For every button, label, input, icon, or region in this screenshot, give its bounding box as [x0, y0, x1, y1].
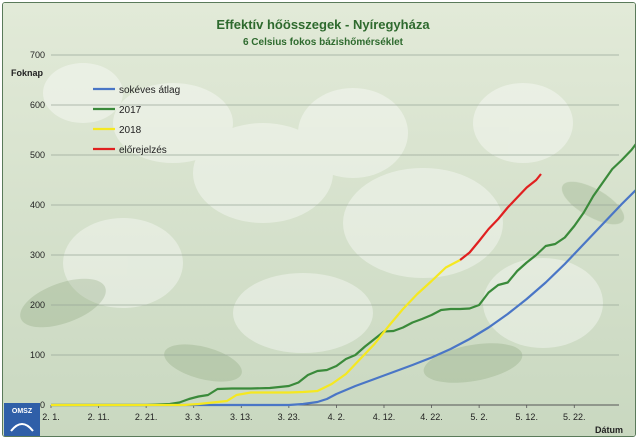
- x-tick-label: 2. 1.: [42, 412, 60, 422]
- y-axis-label: Foknap: [11, 68, 44, 78]
- series-line-0: [51, 189, 635, 407]
- y-axis-ticks: 0 100 200 300 400 500 600 700: [30, 50, 45, 410]
- x-tick-label: 2. 11.: [88, 412, 110, 422]
- y-tick-label: 500: [30, 150, 45, 160]
- series-line-2: [51, 259, 461, 407]
- x-tick-label: 5. 12.: [515, 412, 538, 422]
- x-tick-label: 4. 2.: [328, 412, 346, 422]
- x-tick-label: 3. 13.: [230, 412, 253, 422]
- background-flowers: [43, 63, 603, 353]
- background-leaves: [20, 181, 625, 383]
- legend-label: 2018: [119, 125, 142, 136]
- x-tick-label: 5. 22.: [563, 412, 586, 422]
- gridlines: [50, 54, 619, 408]
- legend-label: 2017: [119, 105, 142, 116]
- series-line-3: [459, 173, 542, 261]
- chart-subtitle: 6 Celsius fokos bázishőmérséklet: [243, 37, 404, 48]
- x-tick-label: 2. 21.: [135, 412, 158, 422]
- logo-text: OMSZ: [12, 408, 33, 415]
- y-tick-label: 400: [30, 200, 45, 210]
- chart-title: Effektív hőösszegek - Nyíregyháza: [216, 17, 430, 32]
- x-axis-ticks: 2. 1. 2. 11. 2. 21. 3. 3. 3. 13. 3. 23. 4. 2. 4…: [42, 412, 585, 422]
- x-tick-label: 3. 23.: [278, 412, 301, 422]
- y-tick-label: 200: [30, 300, 45, 310]
- legend: sokéves átlag 2017 2018 előrejelzés: [93, 85, 180, 156]
- chart-background: [3, 3, 635, 436]
- chart: Effektív hőösszegek - Nyíregyháza 6 Cels…: [3, 3, 635, 436]
- chart-frame: Effektív hőösszegek - Nyíregyháza 6 Cels…: [2, 2, 636, 437]
- x-tick-label: 5. 2.: [470, 412, 488, 422]
- y-tick-label: 300: [30, 250, 45, 260]
- y-tick-label: 600: [30, 100, 45, 110]
- x-tick-label: 4. 22.: [420, 412, 443, 422]
- series-lines: [51, 143, 635, 407]
- legend-label: előrejelzés: [119, 145, 167, 156]
- x-tick-label: 3. 3.: [185, 412, 203, 422]
- x-tick-label: 4. 12.: [373, 412, 396, 422]
- omsz-logo: OMSZ: [4, 403, 40, 436]
- series-line-1: [51, 143, 635, 407]
- legend-label: sokéves átlag: [119, 85, 180, 96]
- y-tick-label: 700: [30, 50, 45, 60]
- y-tick-label: 0: [40, 400, 45, 410]
- y-tick-label: 100: [30, 350, 45, 360]
- x-axis-label: Dátum: [595, 425, 623, 435]
